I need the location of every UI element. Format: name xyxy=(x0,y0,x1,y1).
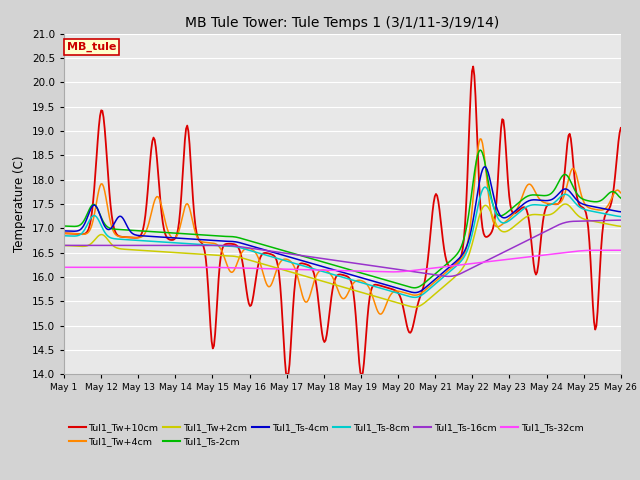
Tul1_Ts-32cm xyxy=(470,260,478,266)
Line: Tul1_Ts-8cm: Tul1_Ts-8cm xyxy=(64,187,621,297)
Tul1_Tw+2cm xyxy=(470,233,478,239)
Tul1_Tw+2cm xyxy=(617,224,625,229)
Tul1_Ts-16cm xyxy=(60,242,68,248)
Tul1_Ts-8cm xyxy=(412,294,419,300)
Y-axis label: Temperature (C): Temperature (C) xyxy=(13,156,26,252)
Tul1_Ts-32cm xyxy=(567,249,575,255)
Tul1_Ts-8cm xyxy=(568,196,576,202)
Tul1_Ts-4cm xyxy=(234,239,241,245)
Tul1_Tw+2cm xyxy=(568,206,576,212)
Line: Tul1_Tw+10cm: Tul1_Tw+10cm xyxy=(64,67,621,374)
Tul1_Ts-4cm xyxy=(470,210,478,216)
Tul1_Tw+2cm xyxy=(234,254,241,260)
Tul1_Ts-32cm xyxy=(593,247,600,253)
Tul1_Tw+4cm xyxy=(234,260,241,266)
Tul1_Tw+2cm xyxy=(372,294,380,300)
Tul1_Tw+4cm xyxy=(60,230,68,236)
Tul1_Ts-32cm xyxy=(617,247,625,253)
Tul1_Ts-8cm xyxy=(372,284,380,289)
Tul1_Tw+2cm xyxy=(399,301,406,307)
Tul1_Tw+10cm xyxy=(234,243,241,249)
Tul1_Ts-16cm xyxy=(372,264,380,269)
Tul1_Ts-16cm xyxy=(295,252,303,258)
Tul1_Tw+4cm xyxy=(617,190,625,196)
Tul1_Ts-16cm xyxy=(399,267,406,273)
Tul1_Ts-4cm xyxy=(568,192,576,197)
Line: Tul1_Ts-4cm: Tul1_Ts-4cm xyxy=(64,167,621,293)
Tul1_Ts-2cm xyxy=(295,252,303,258)
Tul1_Ts-8cm xyxy=(399,291,406,297)
Tul1_Tw+10cm xyxy=(296,261,304,266)
Tul1_Ts-2cm xyxy=(476,147,484,153)
Legend: Tul1_Tw+10cm, Tul1_Tw+4cm, Tul1_Tw+2cm, Tul1_Ts-2cm, Tul1_Ts-4cm, Tul1_Ts-8cm, T: Tul1_Tw+10cm, Tul1_Tw+4cm, Tul1_Tw+2cm, … xyxy=(68,423,584,446)
Tul1_Tw+10cm xyxy=(472,93,479,99)
Tul1_Tw+4cm xyxy=(476,136,484,142)
Line: Tul1_Tw+4cm: Tul1_Tw+4cm xyxy=(64,139,621,314)
Tul1_Ts-8cm xyxy=(60,233,68,239)
Tul1_Tw+10cm xyxy=(60,230,68,236)
Tul1_Ts-2cm xyxy=(617,195,625,201)
Tul1_Ts-2cm xyxy=(410,285,418,291)
Tul1_Ts-2cm xyxy=(60,223,68,229)
Line: Tul1_Tw+2cm: Tul1_Tw+2cm xyxy=(64,204,621,307)
Tul1_Ts-2cm xyxy=(372,274,380,280)
Tul1_Ts-8cm xyxy=(234,244,241,250)
Title: MB Tule Tower: Tule Temps 1 (3/1/11-3/19/14): MB Tule Tower: Tule Temps 1 (3/1/11-3/19… xyxy=(185,16,500,30)
Tul1_Tw+2cm xyxy=(412,304,419,310)
Text: MB_tule: MB_tule xyxy=(67,42,116,52)
Tul1_Ts-8cm xyxy=(470,221,478,227)
Tul1_Tw+4cm xyxy=(399,289,407,295)
Tul1_Ts-16cm xyxy=(617,217,625,223)
Tul1_Ts-16cm xyxy=(567,218,575,224)
Tul1_Tw+4cm xyxy=(295,278,303,284)
Tul1_Ts-16cm xyxy=(234,243,241,249)
Tul1_Ts-4cm xyxy=(372,279,380,285)
Tul1_Ts-8cm xyxy=(295,262,303,267)
Tul1_Ts-2cm xyxy=(234,234,241,240)
Tul1_Ts-4cm xyxy=(481,164,488,169)
Tul1_Tw+2cm xyxy=(295,272,303,277)
Tul1_Ts-4cm xyxy=(412,290,419,296)
Tul1_Tw+2cm xyxy=(60,242,68,248)
Tul1_Tw+4cm xyxy=(470,182,478,188)
Tul1_Tw+10cm xyxy=(399,306,407,312)
Tul1_Tw+10cm xyxy=(469,64,477,70)
Tul1_Tw+10cm xyxy=(568,146,576,152)
Line: Tul1_Ts-16cm: Tul1_Ts-16cm xyxy=(64,220,621,276)
Tul1_Ts-32cm xyxy=(295,267,303,273)
Tul1_Tw+4cm xyxy=(372,303,380,309)
Tul1_Ts-4cm xyxy=(295,257,303,263)
Tul1_Tw+4cm xyxy=(568,166,576,172)
Line: Tul1_Ts-2cm: Tul1_Ts-2cm xyxy=(64,150,621,288)
Tul1_Tw+4cm xyxy=(376,311,384,317)
Tul1_Ts-2cm xyxy=(470,170,478,176)
Tul1_Tw+2cm xyxy=(561,201,569,207)
Tul1_Ts-32cm xyxy=(372,269,380,275)
Tul1_Ts-32cm xyxy=(388,269,396,275)
Tul1_Tw+10cm xyxy=(373,282,381,288)
Tul1_Ts-4cm xyxy=(617,209,625,215)
Tul1_Ts-8cm xyxy=(481,184,488,190)
Tul1_Ts-8cm xyxy=(617,214,625,219)
Tul1_Tw+10cm xyxy=(284,372,291,377)
Tul1_Ts-32cm xyxy=(234,265,241,271)
Tul1_Ts-4cm xyxy=(60,228,68,234)
Tul1_Ts-4cm xyxy=(399,287,406,292)
Line: Tul1_Ts-32cm: Tul1_Ts-32cm xyxy=(64,250,621,272)
Tul1_Ts-32cm xyxy=(60,264,68,270)
Tul1_Ts-16cm xyxy=(445,274,452,279)
Tul1_Ts-16cm xyxy=(470,264,478,270)
Tul1_Ts-2cm xyxy=(568,181,576,187)
Tul1_Ts-32cm xyxy=(399,269,407,275)
Tul1_Tw+10cm xyxy=(617,125,625,131)
Tul1_Ts-2cm xyxy=(399,282,406,288)
